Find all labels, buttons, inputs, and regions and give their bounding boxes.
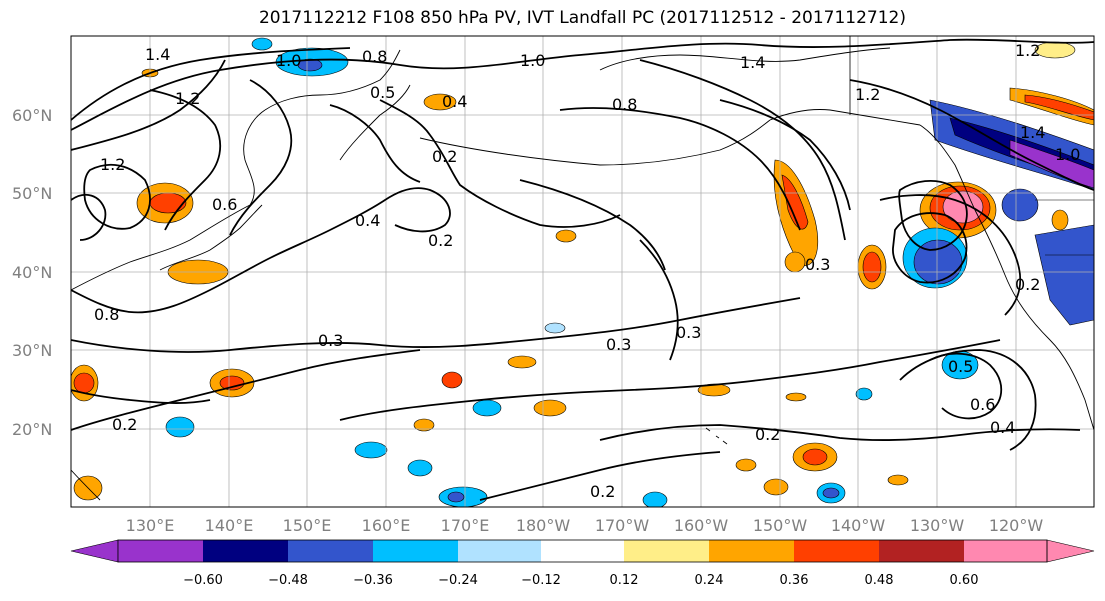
colorbar-swatch [288, 540, 373, 562]
contour-label: 1.4 [740, 53, 765, 72]
colorbar-tick: −0.24 [438, 573, 478, 588]
contour-label: 0.4 [990, 418, 1015, 437]
colorbar-tick: 0.24 [695, 573, 724, 588]
lon-label: 130°E [126, 516, 175, 535]
contour-label: 1.4 [145, 45, 170, 64]
map-area: 1.4 1.0 0.8 1.0 1.4 1.2 1.2 0.5 0.4 0.8 … [71, 36, 1094, 507]
map-title: 2017112212 F108 850 hPa PV, IVT Landfall… [258, 8, 906, 28]
lon-label: 170°W [595, 516, 650, 535]
colorbar-extend-high [1046, 539, 1095, 563]
lat-label: 60°N [12, 106, 52, 125]
lat-labels: 60°N 50°N 40°N 30°N 20°N [12, 106, 52, 439]
lat-label: 50°N [12, 184, 52, 203]
contour-label: 0.2 [755, 425, 780, 444]
colorbar-swatch [373, 540, 458, 562]
coastlines [71, 36, 1094, 501]
colorbar: −0.60 −0.48 −0.36 −0.24 −0.12 0.12 0.24 … [70, 539, 1095, 588]
contour-label: 0.3 [318, 331, 343, 350]
contour-label: 1.2 [175, 89, 200, 108]
lon-label: 150°E [283, 516, 332, 535]
contour-label: 0.6 [970, 395, 995, 414]
lat-label: 20°N [12, 420, 52, 439]
lat-label: 30°N [12, 341, 52, 360]
lon-label: 150°W [753, 516, 808, 535]
map-frame [70, 35, 1095, 508]
lon-label: 130°W [910, 516, 965, 535]
contour-label: 0.8 [362, 47, 387, 66]
colorbar-swatch [458, 540, 541, 562]
colorbar-border [117, 539, 1048, 563]
lon-labels: 130°E 140°E 150°E 160°E 170°E 180°W 170°… [126, 516, 1044, 535]
colorbar-tick: 0.60 [950, 573, 979, 588]
colorbar-swatch [709, 540, 794, 562]
contour-label: 1.0 [1055, 145, 1080, 164]
contour-label: 1.2 [855, 85, 880, 104]
pv-contours [71, 38, 1094, 501]
colorbar-tick: 0.48 [865, 573, 894, 588]
contour-label: 0.2 [112, 415, 137, 434]
lon-label: 120°W [989, 516, 1044, 535]
contour-label: 1.4 [1020, 123, 1045, 142]
colorbar-tick: −0.48 [268, 573, 308, 588]
colorbar-extend-low [70, 539, 119, 563]
colorbar-tick: −0.36 [353, 573, 393, 588]
contour-label: 0.4 [355, 211, 380, 230]
colorbar-swatch [964, 540, 1047, 562]
colorbar-swatch [541, 540, 624, 562]
contour-label: 0.5 [370, 83, 395, 102]
colorbar-swatch [203, 540, 288, 562]
contour-label: 0.8 [94, 305, 119, 324]
lon-label: 170°E [441, 516, 490, 535]
colorbar-tick: −0.12 [521, 573, 561, 588]
lon-label: 160°E [362, 516, 411, 535]
contour-label: 1.0 [276, 51, 301, 70]
colorbar-swatch [624, 540, 709, 562]
colorbar-tick: 0.36 [780, 573, 809, 588]
contour-label: 0.2 [1015, 275, 1040, 294]
contour-label: 0.3 [606, 335, 631, 354]
lon-label: 140°W [831, 516, 886, 535]
contour-label: 0.3 [805, 255, 830, 274]
contour-label: 0.2 [428, 231, 453, 250]
contour-label: 0.2 [432, 147, 457, 166]
colorbar-swatch [118, 540, 203, 562]
contour-label: 1.2 [100, 155, 125, 174]
contour-label: 1.0 [520, 51, 545, 70]
contour-label: 0.5 [948, 357, 973, 376]
contour-label: 0.8 [612, 95, 637, 114]
contour-label: 0.2 [590, 482, 615, 501]
contour-label: 0.4 [442, 92, 467, 111]
colorbar-tick: −0.60 [183, 573, 223, 588]
contour-label: 0.6 [212, 195, 237, 214]
lon-label: 160°W [674, 516, 729, 535]
contour-labels: 1.4 1.0 0.8 1.0 1.4 1.2 1.2 0.5 0.4 0.8 … [94, 41, 1080, 501]
colorbar-swatch [879, 540, 964, 562]
colorbar-swatch [794, 540, 879, 562]
lon-label: 180°W [516, 516, 571, 535]
graticule [71, 36, 1094, 507]
lon-label: 140°E [205, 516, 254, 535]
contour-label: 0.3 [676, 323, 701, 342]
lat-label: 40°N [12, 263, 52, 282]
contour-label: 1.2 [1015, 41, 1040, 60]
colorbar-tick: 0.12 [610, 573, 639, 588]
